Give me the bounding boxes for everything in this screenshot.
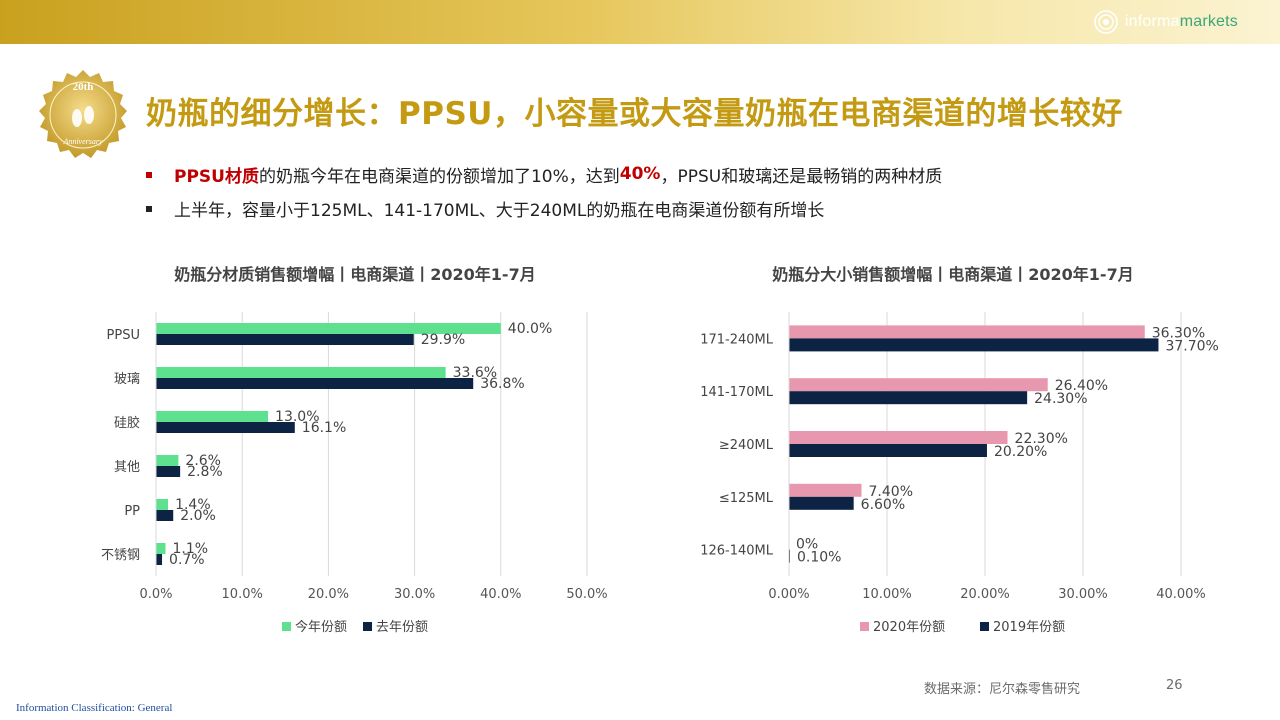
data-label: 7.40%	[869, 484, 913, 500]
bar	[156, 422, 295, 433]
bar	[156, 554, 163, 565]
data-label: 33.6%	[453, 365, 497, 381]
page-number: 26	[1166, 678, 1183, 693]
bar	[156, 543, 166, 554]
bullet-marker	[146, 172, 152, 178]
x-tick-label: 30.0%	[394, 587, 435, 602]
data-label: 37.70%	[1165, 338, 1218, 354]
logo-text: informamarkets	[1124, 13, 1238, 30]
x-tick-label: 10.00%	[862, 587, 912, 602]
category-label: 141-170ML	[700, 385, 774, 400]
bar	[789, 496, 854, 510]
data-label: 29.9%	[421, 332, 465, 348]
category-label: 其他	[114, 460, 140, 475]
legend-label: 去年份额	[376, 620, 428, 635]
category-label: PPSU	[107, 328, 140, 343]
informa-markets-logo: informamarkets	[1093, 8, 1238, 36]
bullet-list: PPSU材质 的奶瓶今年在电商渠道的份额增加了10%，达到 40% ，PPSU和玻璃还…	[146, 160, 942, 228]
data-label: 0%	[796, 537, 818, 553]
category-label: ≥240ML	[719, 438, 774, 453]
x-tick-label: 30.00%	[1058, 587, 1108, 602]
data-label: 22.30%	[1015, 431, 1068, 447]
data-source: 数据来源：尼尔森零售研究	[924, 682, 1081, 697]
category-label: 不锈钢	[101, 548, 140, 563]
bar	[156, 367, 446, 378]
x-tick-label: 10.0%	[222, 587, 263, 602]
bar	[156, 455, 179, 466]
data-label: 26.40%	[1055, 378, 1108, 394]
data-label: 2.8%	[187, 464, 223, 480]
data-label: 0.10%	[797, 550, 841, 566]
data-label: 1.4%	[175, 497, 211, 513]
logo-mark-icon	[1094, 10, 1118, 34]
x-tick-label: 40.0%	[480, 587, 521, 602]
x-tick-label: 50.0%	[566, 587, 607, 602]
category-label: 玻璃	[114, 372, 140, 387]
bullet-marker	[146, 206, 152, 212]
info-classification: Information Classification: General	[16, 702, 173, 714]
bar	[156, 499, 169, 510]
data-label: 40.0%	[508, 321, 552, 337]
legend-swatch	[363, 622, 372, 631]
bullet-highlight-value: 40%	[619, 164, 661, 184]
category-label: 171-240ML	[700, 332, 774, 347]
page-title: 奶瓶的细分增长：PPSU，小容量或大容量奶瓶在电商渠道的增长较好	[146, 96, 1123, 132]
size-share-chart: 奶瓶分大小销售额增幅丨电商渠道丨2020年1-7月 0.00% 10.00% 20.0…	[700, 265, 1219, 635]
bar	[789, 378, 1048, 392]
bullet-item-2: 上半年，容量小于125ML、141-170ML、大于240ML的奶瓶在电商渠道份…	[146, 194, 942, 222]
chart-title: 奶瓶分大小销售额增幅丨电商渠道丨2020年1-7月	[772, 265, 1133, 284]
legend-label: 2019年份额	[993, 620, 1065, 635]
category-label: 126-140ML	[700, 544, 774, 559]
bar	[789, 391, 1028, 405]
bar	[789, 431, 1008, 444]
category-label: ≤125ML	[719, 491, 774, 506]
bar	[156, 466, 181, 477]
bar	[789, 444, 987, 457]
data-label: 24.30%	[1034, 391, 1087, 407]
legend-swatch	[980, 622, 989, 631]
bullet-highlight: PPSU材质	[174, 166, 259, 187]
legend-swatch	[282, 622, 291, 631]
x-tick-label: 0.0%	[139, 587, 172, 602]
data-label: 2.6%	[185, 453, 221, 469]
bullet-text: 上半年，容量小于125ML、141-170ML、大于240ML的奶瓶在电商渠道份…	[174, 200, 825, 221]
top-banner	[0, 0, 1280, 44]
data-label: 0.7%	[169, 552, 205, 568]
legend-label: 2020年份额	[873, 620, 945, 635]
data-label: 6.60%	[861, 497, 905, 513]
data-label: 13.0%	[275, 409, 319, 425]
bar	[789, 483, 862, 497]
x-tick-label: 20.00%	[960, 587, 1010, 602]
data-label: 36.30%	[1152, 325, 1205, 341]
legend-label: 今年份额	[295, 619, 347, 635]
data-label: 36.8%	[480, 376, 524, 392]
legend-swatch	[860, 622, 869, 631]
data-label: 16.1%	[302, 420, 346, 436]
svg-text:20th: 20th	[73, 81, 94, 93]
x-tick-label: 20.0%	[308, 587, 349, 602]
bar	[156, 323, 501, 334]
data-label: 1.1%	[172, 541, 208, 557]
anniversary-badge: 20th Anniversary	[39, 70, 127, 158]
bar	[789, 338, 1159, 352]
bar	[156, 334, 414, 345]
bar	[156, 378, 474, 389]
data-label: 20.20%	[994, 444, 1047, 460]
category-label: 硅胶	[114, 415, 140, 431]
bar	[789, 325, 1145, 339]
bullet-item-1: PPSU材质 的奶瓶今年在电商渠道的份额增加了10%，达到 40% ，PPSU和玻璃还…	[146, 160, 942, 188]
bullet-text: 的奶瓶今年在电商渠道的份额增加了10%，达到	[258, 166, 620, 187]
svg-text:Anniversary: Anniversary	[62, 137, 103, 146]
x-tick-label: 0.00%	[768, 587, 809, 602]
chart-title: 奶瓶分材质销售额增幅丨电商渠道丨2020年1-7月	[174, 265, 535, 284]
material-share-chart: 奶瓶分材质销售额增幅丨电商渠道丨2020年1-7月 0.0% 10.0% 20.0% 3…	[101, 265, 608, 635]
bullet-text-tail: ，PPSU和玻璃还是最畅销的两种材质	[660, 166, 943, 187]
bar	[156, 510, 174, 521]
category-label: PP	[124, 504, 140, 519]
data-label: 2.0%	[180, 508, 216, 524]
x-tick-label: 40.00%	[1156, 587, 1206, 602]
bar	[156, 411, 269, 422]
